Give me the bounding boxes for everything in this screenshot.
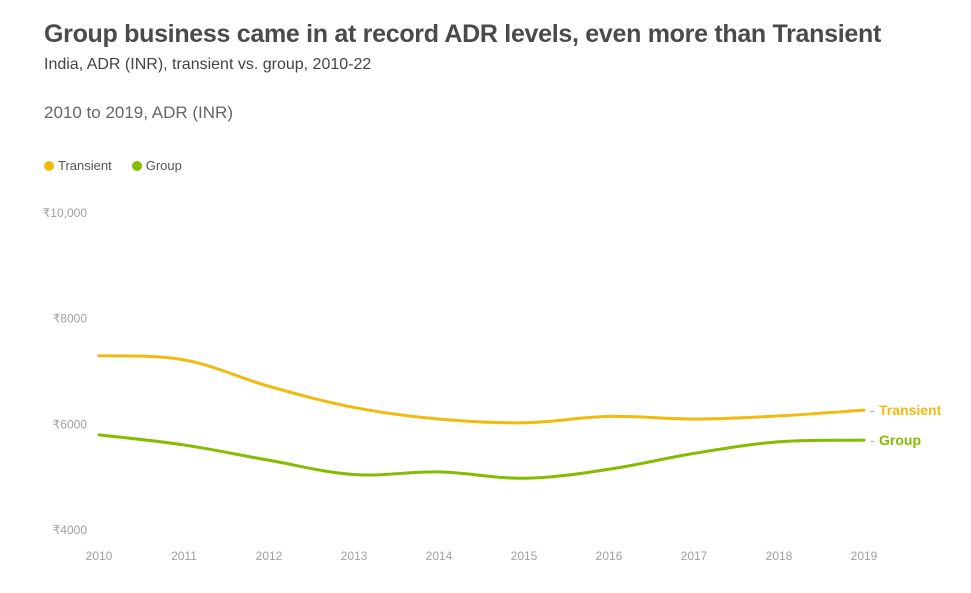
legend-item-group[interactable]: Group xyxy=(131,158,182,173)
panel-title: 2010 to 2019, ADR (INR) xyxy=(44,103,233,122)
chart-title: Group business came in at record ADR lev… xyxy=(44,20,881,48)
x-tick-label: 2010 xyxy=(86,549,113,563)
legend-dot-transient-icon xyxy=(44,160,54,171)
series-line-group xyxy=(97,433,866,480)
x-tick-label: 2015 xyxy=(511,549,538,563)
x-axis: 2010 2011 2012 2013 2014 2015 2016 2017 2018 2019 xyxy=(86,549,878,563)
y-tick-label: ₹10,000 xyxy=(43,206,88,220)
legend-dot-group-icon xyxy=(131,160,142,171)
x-tick-label: 2011 xyxy=(171,549,197,563)
end-label-dash: - xyxy=(870,402,875,418)
legend-label-group: Group xyxy=(145,158,182,173)
chart-subtitle: India, ADR (INR), transient vs. group, 2… xyxy=(44,56,372,73)
end-labels: - Transient- Group xyxy=(870,402,942,448)
legend-label-transient: Transient xyxy=(58,158,112,173)
y-axis: ₹4000 ₹6000 ₹8000 ₹10,000 xyxy=(43,206,88,537)
x-tick-label: 2018 xyxy=(766,549,793,563)
x-tick-label: 2012 xyxy=(256,549,283,563)
y-tick-label: ₹4000 xyxy=(53,523,88,537)
y-tick-label: ₹6000 xyxy=(53,417,88,431)
end-label-dash: - xyxy=(870,432,875,448)
x-tick-label: 2014 xyxy=(426,549,453,563)
end-label-transient: Transient xyxy=(879,402,942,418)
legend-item-transient[interactable]: Transient xyxy=(44,158,112,173)
legend: Transient Group xyxy=(44,158,202,173)
x-tick-label: 2013 xyxy=(341,549,368,563)
series-line-transient xyxy=(97,354,866,425)
x-tick-label: 2016 xyxy=(596,549,623,563)
y-tick-label: ₹8000 xyxy=(53,312,88,326)
x-tick-label: 2019 xyxy=(851,549,878,563)
x-tick-label: 2017 xyxy=(681,549,708,563)
series-lines xyxy=(97,354,866,480)
end-label-group: Group xyxy=(879,432,921,448)
